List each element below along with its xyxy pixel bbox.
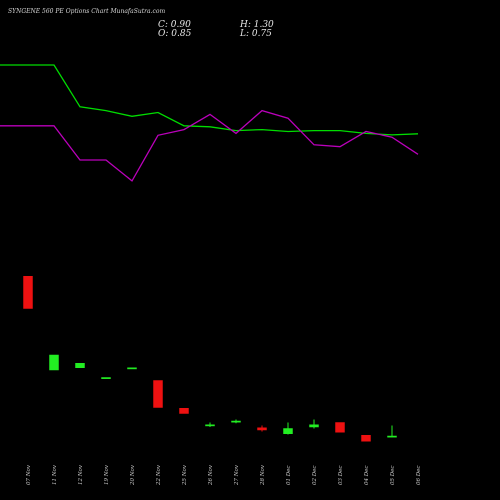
chart-title: SYNGENE 560 PE Options Chart MunafaSutra… bbox=[8, 8, 166, 15]
x-tick-label: 12 Nov bbox=[78, 464, 84, 485]
candle-body bbox=[101, 377, 111, 379]
candle-body bbox=[387, 435, 397, 438]
x-tick-label: 22 Nov bbox=[156, 464, 162, 486]
close-value: C: 0.90 bbox=[158, 20, 191, 30]
high-value: H: 1.30 bbox=[240, 20, 274, 30]
candle-body bbox=[335, 422, 345, 433]
x-tick-label: 02 Dec bbox=[312, 466, 318, 486]
x-tick-label: 20 Nov bbox=[130, 464, 136, 486]
open-value: O: 0.85 bbox=[158, 29, 192, 39]
indicator-line-2 bbox=[0, 109, 419, 182]
x-tick-label: 19 Nov bbox=[104, 464, 110, 485]
candle-body bbox=[309, 424, 319, 428]
indicator-line-1 bbox=[0, 64, 419, 136]
candle-body bbox=[153, 380, 163, 408]
x-tick-label: 07 Nov bbox=[26, 464, 32, 485]
candle-body bbox=[127, 367, 137, 370]
x-tick-label: 01 Dec bbox=[286, 466, 292, 486]
candle-body bbox=[179, 408, 189, 414]
candle-body bbox=[231, 420, 241, 423]
x-tick-label: 03 Dec bbox=[338, 466, 344, 486]
candle-body bbox=[283, 428, 293, 434]
x-tick-label: 04 Dec bbox=[364, 466, 370, 486]
x-tick-label: 26 Nov bbox=[208, 464, 214, 486]
x-tick-label: 25 Nov bbox=[182, 464, 188, 486]
x-tick-label: 06 Dec bbox=[416, 466, 422, 486]
x-tick-label: 28 Nov bbox=[260, 464, 266, 486]
x-tick-label: 27 Nov bbox=[234, 464, 240, 486]
candle-body bbox=[49, 354, 59, 371]
candle-body bbox=[205, 424, 215, 427]
candle-body bbox=[75, 363, 85, 368]
candle-body bbox=[361, 435, 371, 442]
candle-body bbox=[257, 427, 267, 431]
x-tick-label: 05 Dec bbox=[390, 466, 396, 486]
candle-body bbox=[23, 276, 33, 309]
low-value: L: 0.75 bbox=[240, 29, 272, 39]
x-tick-label: 11 Nov bbox=[52, 464, 58, 485]
